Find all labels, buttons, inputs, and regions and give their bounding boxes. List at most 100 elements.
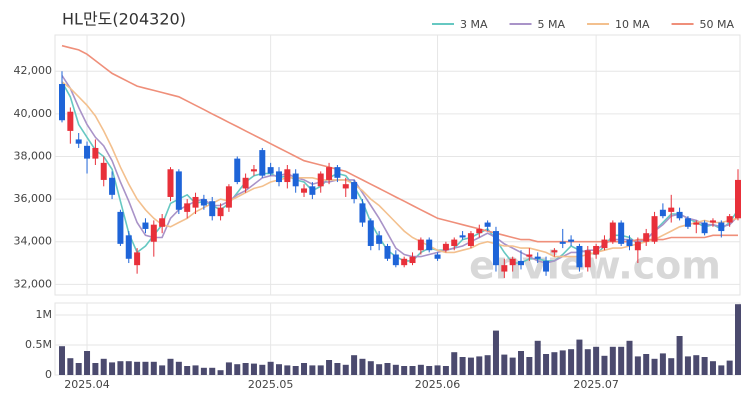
volume-bar bbox=[451, 352, 458, 375]
volume-bar bbox=[484, 355, 491, 375]
volume-bar bbox=[551, 352, 558, 375]
volume-bar bbox=[109, 362, 116, 375]
candle-body bbox=[709, 220, 716, 223]
volume-bar bbox=[409, 366, 416, 375]
candle-body bbox=[75, 139, 82, 144]
volume-bar bbox=[200, 367, 207, 375]
candle-body bbox=[467, 233, 474, 246]
ma-line bbox=[61, 81, 739, 258]
volume-bar bbox=[684, 356, 691, 375]
volume-bar bbox=[726, 360, 733, 375]
volume-bar bbox=[59, 346, 65, 375]
volume-bar bbox=[634, 356, 641, 375]
candle-body bbox=[543, 260, 550, 272]
candle-body bbox=[534, 256, 541, 259]
volume-bar bbox=[284, 365, 291, 375]
volume-bar bbox=[526, 357, 533, 375]
volume-bar bbox=[159, 365, 166, 375]
volume-bar bbox=[676, 336, 683, 375]
volume-bar bbox=[292, 366, 299, 375]
candle-body bbox=[451, 239, 458, 246]
x-tick-label: 2025.04 bbox=[64, 378, 110, 391]
volume-bar bbox=[609, 346, 616, 375]
volume-bar bbox=[267, 361, 274, 375]
volume-bar bbox=[434, 365, 441, 375]
volume-bar bbox=[659, 353, 666, 375]
x-tick-label: 2025.06 bbox=[415, 378, 461, 391]
volume-bar bbox=[601, 355, 608, 375]
candle-body bbox=[492, 231, 499, 266]
legend-label: 50 MA bbox=[700, 18, 735, 31]
volume-bar bbox=[735, 304, 741, 375]
candle-body bbox=[576, 245, 583, 268]
candle-body bbox=[184, 203, 191, 212]
candle-body bbox=[693, 222, 700, 225]
candle-body bbox=[267, 167, 274, 174]
x-tick-label: 2025.07 bbox=[573, 378, 619, 391]
volume-bar bbox=[234, 364, 241, 375]
volume-bar bbox=[67, 358, 74, 375]
volume-bar bbox=[134, 361, 141, 375]
volume-bar bbox=[459, 357, 466, 375]
candle-body bbox=[167, 169, 174, 197]
chart-title: HL만도(204320) bbox=[62, 10, 186, 29]
volume-bar bbox=[534, 340, 541, 375]
volume-bar bbox=[543, 354, 550, 375]
candle-body bbox=[275, 171, 282, 183]
candle-body bbox=[601, 239, 608, 249]
candle-body bbox=[501, 265, 508, 272]
volume-bar bbox=[317, 365, 324, 375]
candle-body bbox=[92, 147, 99, 159]
candle-body bbox=[175, 171, 182, 210]
candle-body bbox=[384, 245, 391, 259]
volume-bar bbox=[559, 350, 566, 375]
volume-bar bbox=[467, 357, 474, 375]
volume-bar bbox=[576, 339, 583, 375]
volume-bar bbox=[492, 330, 499, 375]
candle-body bbox=[117, 211, 124, 244]
volume-bar bbox=[701, 357, 708, 375]
volume-bar bbox=[668, 358, 675, 375]
volume-bar bbox=[618, 346, 625, 375]
volume-bar bbox=[326, 360, 333, 375]
volume-tick-label: 0.5M bbox=[25, 338, 52, 351]
candle-body bbox=[634, 241, 641, 251]
volume-bar bbox=[100, 358, 107, 375]
volume-bar bbox=[392, 364, 399, 375]
candle-body bbox=[259, 150, 266, 176]
candle-body bbox=[250, 169, 257, 172]
candle-body bbox=[426, 239, 433, 251]
volume-bar bbox=[150, 361, 157, 375]
candle-body bbox=[209, 201, 216, 217]
volume-bar bbox=[84, 351, 91, 375]
candle-body bbox=[476, 228, 483, 234]
volume-bar bbox=[643, 354, 650, 375]
volume-bar bbox=[359, 358, 366, 375]
candle-body bbox=[659, 209, 666, 217]
candle-body bbox=[726, 216, 733, 223]
volume-bar bbox=[501, 354, 508, 375]
volume-bar bbox=[259, 364, 266, 375]
volume-tick-label: 1M bbox=[36, 308, 53, 321]
candle-body bbox=[401, 258, 408, 266]
candle-body bbox=[392, 254, 399, 266]
y-tick-label: 42,000 bbox=[14, 64, 53, 77]
volume-bar bbox=[334, 363, 341, 375]
volume-bar bbox=[509, 357, 516, 375]
volume-bar bbox=[376, 364, 383, 375]
volume-bar bbox=[476, 356, 483, 375]
candle-body bbox=[125, 235, 132, 259]
legend-label: 5 MA bbox=[538, 18, 566, 31]
candle-body bbox=[342, 184, 349, 189]
legend-label: 10 MA bbox=[615, 18, 650, 31]
candle-body bbox=[618, 222, 625, 244]
volume-bar bbox=[593, 346, 600, 375]
candle-body bbox=[326, 167, 333, 180]
volume-bar bbox=[384, 363, 391, 375]
volume-bar bbox=[626, 340, 633, 375]
candle-body bbox=[292, 173, 299, 187]
volume-bar bbox=[709, 361, 716, 375]
candle-body bbox=[584, 250, 591, 268]
candle-body bbox=[684, 218, 691, 227]
